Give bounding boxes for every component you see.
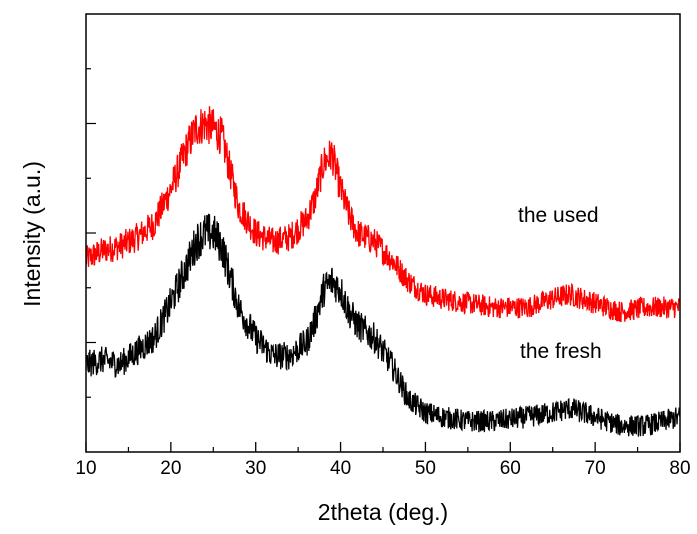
x-tick-label: 10: [75, 458, 96, 479]
x-tick-label: 50: [415, 458, 436, 479]
y-axis-title: Intensity (a.u.): [19, 161, 45, 307]
series-label-used: the used: [518, 204, 599, 227]
series-label-fresh: the fresh: [520, 340, 602, 363]
x-tick-label: 40: [330, 458, 351, 479]
x-tick-label: 70: [585, 458, 606, 479]
series-line-used: [85, 106, 681, 323]
series-line-fresh: [85, 213, 681, 437]
x-tick-label: 30: [245, 458, 266, 479]
plot-frame: [85, 13, 681, 453]
x-tick-label: 80: [669, 458, 690, 479]
axis-layer: 10 20 30 40 50 60 70 80: [75, 68, 691, 479]
series-layer: [85, 106, 681, 437]
x-tick-label: 60: [500, 458, 521, 479]
x-axis-title: 2theta (deg.): [318, 499, 448, 525]
x-tick-label: 20: [160, 458, 181, 479]
